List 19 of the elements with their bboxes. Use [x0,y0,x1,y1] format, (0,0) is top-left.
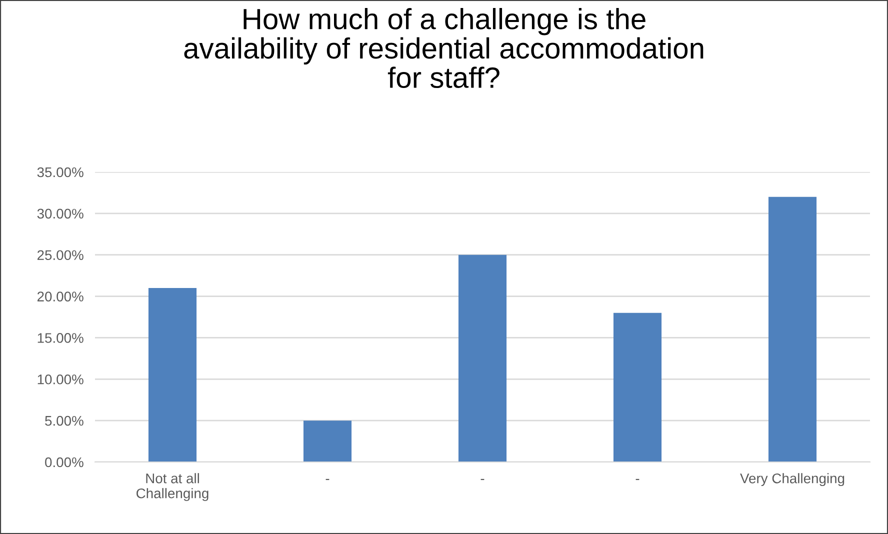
chart-title: How much of a challenge is the availability of residential accommodation for staff? [184,8,704,88]
bar [768,196,817,462]
y-tick-label: 35.00% [37,167,84,178]
y-tick-label: 5.00% [45,416,84,426]
y-tick-label: 0.00% [45,457,84,468]
x-tick-label: Not at all Challenging [136,473,208,502]
bar [458,254,507,462]
x-tick-label: - [480,478,484,480]
y-tick-label: 20.00% [37,292,84,302]
y-tick-label: 15.00% [38,333,84,343]
x-tick-label: - [326,478,330,480]
x-tick-label: - [636,478,640,480]
x-tick-label: Very Challenging [740,473,844,486]
y-tick-label: 25.00% [37,250,84,260]
bar [148,288,197,462]
y-tick-label: 30.00% [37,208,84,219]
y-tick-label: 10.00% [38,374,84,384]
bar [303,420,352,462]
bar [613,312,662,462]
